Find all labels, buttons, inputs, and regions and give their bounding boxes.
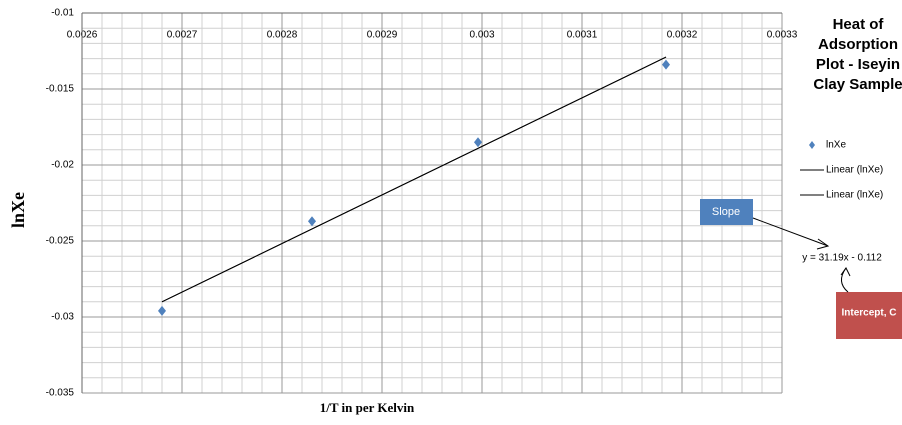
grid (81, 12, 783, 394)
x-tick-label: 0.0031 (567, 30, 598, 41)
trend-line (161, 56, 667, 303)
y-tick-label: -0.03 (51, 312, 74, 323)
y-tick-label: -0.025 (46, 236, 75, 247)
legend-label: lnXe (826, 140, 846, 151)
x-tick-label: 0.0027 (167, 30, 198, 41)
x-tick-label: 0.0033 (767, 30, 798, 41)
y-tick-label: -0.02 (51, 160, 74, 171)
y-axis-label: lnXe (8, 192, 28, 228)
title-line: Heat of (833, 16, 885, 33)
point (474, 137, 482, 148)
point (158, 305, 166, 316)
title-line: Clay Sample (813, 76, 902, 93)
x-tick-label: 0.003 (469, 30, 494, 41)
arrow-head (816, 238, 830, 250)
arrow-head (840, 267, 851, 277)
title-line: Adsorption (818, 36, 898, 53)
x-tick-label: 0.0028 (267, 30, 298, 41)
point (308, 216, 316, 227)
equation: y = 31.19x - 0.112 (802, 253, 882, 264)
title-line: Plot - Iseyin (816, 56, 900, 73)
intercept-label: Intercept, C (841, 308, 896, 319)
legend-marker (809, 141, 815, 149)
legend-label: Linear (lnXe) (826, 165, 883, 176)
intercept-box (836, 292, 902, 339)
y-tick-label: -0.015 (46, 84, 75, 95)
slope-label: Slope (712, 206, 740, 218)
y-tick-label: -0.035 (46, 388, 75, 399)
x-axis-label: 1/T in per Kelvin (320, 400, 415, 415)
arrow (752, 217, 829, 247)
x-tick-label: 0.0032 (667, 30, 698, 41)
y-tick-label: -0.01 (51, 8, 74, 19)
arrow (841, 267, 849, 293)
legend-label: Linear (lnXe) (826, 190, 883, 201)
point (662, 59, 670, 70)
slope-box (700, 199, 753, 225)
x-tick-label: 0.0029 (367, 30, 398, 41)
